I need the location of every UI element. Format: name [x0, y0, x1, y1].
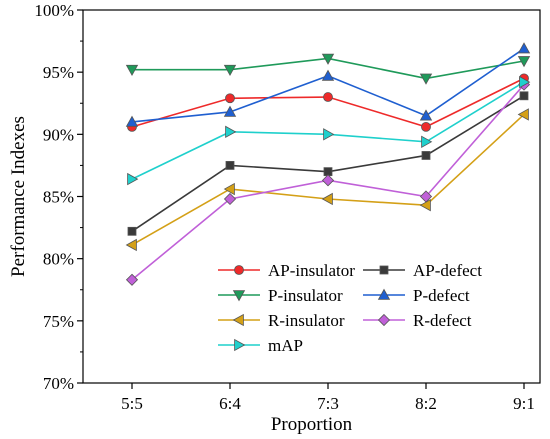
series-p-defect — [125, 42, 531, 127]
legend-marker — [234, 338, 246, 352]
x-axis-label: Proportion — [271, 414, 353, 435]
legend-item-map: mAP — [218, 336, 303, 355]
data-point-p-insulator — [223, 64, 237, 77]
legend-label: AP-defect — [413, 261, 482, 280]
y-tick-label: 70% — [43, 374, 74, 393]
legend-marker — [232, 290, 246, 302]
x-tick-label: 5:5 — [121, 394, 143, 413]
data-point-ap-defect — [127, 226, 137, 236]
data-point-p-defect — [223, 105, 237, 117]
data-point-p-defect — [321, 69, 335, 81]
data-point-r-defect — [419, 190, 433, 203]
data-point-p-defect — [419, 109, 433, 121]
series-layer — [125, 42, 531, 286]
legend-marker — [377, 288, 391, 300]
legend-marker — [379, 265, 389, 275]
data-point-r-defect — [125, 273, 139, 286]
series-r-insulator — [125, 108, 529, 252]
data-point-ap-insulator — [421, 121, 431, 132]
data-point-ap-defect — [421, 151, 431, 160]
series-map — [127, 75, 531, 186]
data-point-r-insulator — [517, 108, 529, 121]
data-point-p-defect — [517, 42, 531, 54]
series-line-ap-insulator — [131, 77, 525, 128]
data-point-p-insulator — [321, 53, 335, 65]
data-point-map — [323, 128, 335, 141]
data-point-r-insulator — [321, 192, 333, 206]
data-point-p-insulator — [125, 64, 139, 77]
data-point-r-defect — [223, 192, 237, 206]
series-p-insulator — [125, 53, 531, 85]
y-tick-label: 100% — [34, 1, 74, 20]
y-tick-label: 95% — [43, 63, 74, 82]
data-point-r-defect — [321, 174, 335, 187]
y-tick-label: 90% — [43, 125, 74, 144]
legend-marker — [234, 265, 244, 275]
legend-item-ap-insulator: AP-insulator — [218, 261, 355, 280]
data-point-p-defect — [125, 115, 139, 127]
data-point-p-insulator — [517, 56, 531, 68]
legend-marker — [232, 313, 244, 327]
legend-item-r-defect: R-defect — [363, 311, 472, 330]
legend-label: mAP — [268, 336, 303, 355]
axis-ticks: 70% 75% 80% 85% 90% 95% 100% 5:5 6:4 7:3 8:2 9:1 — [34, 1, 535, 413]
x-tick-label: 6:4 — [219, 394, 241, 413]
y-tick-label: 85% — [43, 188, 74, 207]
data-point-map — [421, 135, 433, 148]
data-point-p-insulator — [419, 73, 433, 85]
legend-item-p-defect: P-defect — [363, 286, 470, 305]
y-tick-label: 75% — [43, 312, 74, 331]
data-point-ap-insulator — [225, 93, 235, 104]
legend-label: R-insulator — [268, 311, 345, 330]
data-point-ap-insulator — [323, 92, 333, 102]
data-point-r-insulator — [125, 238, 137, 252]
data-point-map — [519, 75, 531, 89]
data-point-r-insulator — [223, 182, 235, 196]
data-point-map — [127, 172, 139, 186]
legend-label: AP-insulator — [268, 261, 355, 280]
x-tick-label: 8:2 — [415, 394, 437, 413]
data-point-ap-defect — [225, 161, 235, 170]
series-r-defect — [125, 78, 531, 286]
legend: AP-insulator AP-defect P-insulator P-defect… — [218, 261, 482, 355]
y-tick-label: 80% — [43, 250, 74, 269]
legend-marker — [377, 313, 391, 327]
x-tick-label: 7:3 — [317, 394, 339, 413]
legend-label: P-defect — [413, 286, 470, 305]
series-ap-insulator — [127, 73, 529, 132]
legend-label: P-insulator — [268, 286, 343, 305]
y-axis-label: Performance Indexes — [8, 116, 29, 277]
x-tick-label: 9:1 — [513, 394, 535, 413]
legend-label: R-defect — [413, 311, 472, 330]
legend-item-ap-defect: AP-defect — [363, 261, 482, 280]
data-point-ap-defect — [519, 91, 529, 101]
data-point-map — [225, 125, 237, 139]
legend-item-r-insulator: R-insulator — [218, 311, 345, 330]
data-point-r-insulator — [419, 199, 431, 212]
legend-item-p-insulator: P-insulator — [218, 286, 343, 305]
series-ap-defect — [127, 91, 529, 236]
